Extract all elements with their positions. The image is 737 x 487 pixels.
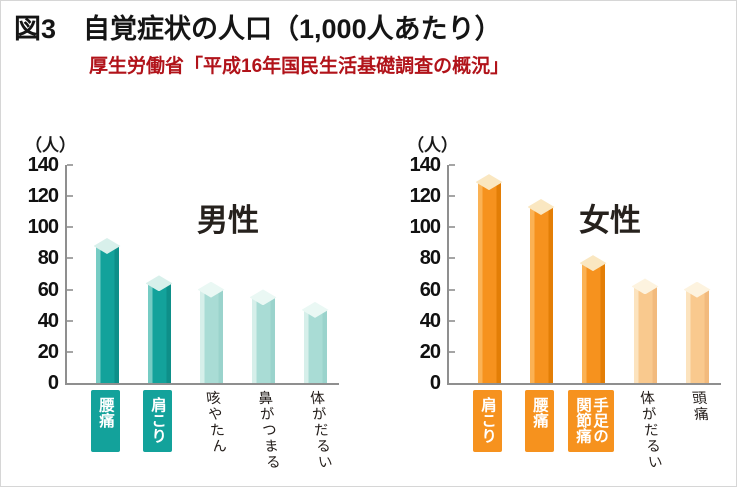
bar-咳やたん bbox=[197, 281, 225, 383]
x-category-label-体がだるい: 体がだるい bbox=[306, 390, 333, 470]
x-category-label-咳やたん: 咳やたん bbox=[202, 390, 227, 454]
bar-腰痛 bbox=[93, 237, 121, 383]
y-tick-mark bbox=[449, 226, 455, 229]
bar-top-cap bbox=[301, 301, 329, 318]
y-tick-label: 100 bbox=[409, 216, 441, 239]
y-tick-label: 0 bbox=[47, 372, 59, 394]
chart-title-female: 女性 bbox=[579, 203, 641, 238]
x-category-label-腰痛: 腰痛 bbox=[525, 390, 554, 452]
y-tick-mark bbox=[449, 164, 455, 166]
y-tick-label: 100 bbox=[27, 216, 59, 239]
y-tick-label: 140 bbox=[409, 154, 441, 176]
y-tick-label: 80 bbox=[37, 247, 59, 270]
bar-top-cap bbox=[197, 281, 225, 298]
y-tick-label: 0 bbox=[429, 372, 441, 394]
y-tick-label: 40 bbox=[37, 309, 59, 332]
x-category-label-手足の関節痛: 手足の関節痛 bbox=[568, 390, 614, 452]
y-tick-mark bbox=[67, 350, 73, 353]
plot-area bbox=[65, 164, 339, 385]
x-category-label-腰痛: 腰痛 bbox=[91, 390, 120, 452]
bar-体がだるい bbox=[631, 278, 659, 383]
y-tick-label: 140 bbox=[27, 154, 59, 176]
y-tick-mark bbox=[67, 288, 73, 291]
bar-手足の関節痛 bbox=[579, 255, 607, 383]
bar-top-cap bbox=[683, 281, 711, 298]
y-tick-label: 80 bbox=[419, 247, 441, 270]
y-tick-mark bbox=[67, 257, 73, 260]
y-tick-label: 20 bbox=[419, 340, 441, 363]
y-tick-mark bbox=[67, 164, 73, 166]
bar-top-cap bbox=[93, 237, 121, 254]
bar-腰痛 bbox=[527, 199, 555, 383]
y-tick-mark bbox=[449, 195, 455, 198]
bar-鼻がつまる bbox=[249, 289, 277, 383]
bar-肩こり bbox=[145, 275, 173, 383]
y-tick-mark bbox=[449, 257, 455, 260]
plot-area bbox=[447, 164, 721, 385]
y-tick-label: 60 bbox=[419, 278, 441, 301]
x-category-label-肩こり: 肩こり bbox=[473, 390, 502, 452]
y-tick-label: 120 bbox=[409, 185, 441, 208]
bar-肩こり bbox=[475, 174, 503, 383]
bar-top-cap bbox=[527, 199, 555, 216]
female-symptoms-bar-chart: （人） 女性 140 120 100 80 60 40 20 0 肩こり 腰痛 手足の関節痛 体がだるい頭… bbox=[405, 129, 736, 481]
figure-title: 図3 自覚症状の人口（1,000人あたり） bbox=[14, 14, 502, 44]
bar-top-cap bbox=[579, 255, 607, 272]
bar-頭痛 bbox=[683, 281, 711, 383]
y-tick-mark bbox=[449, 288, 455, 291]
y-tick-label: 20 bbox=[37, 340, 59, 363]
bar-体がだるい bbox=[301, 301, 329, 383]
y-tick-mark bbox=[67, 226, 73, 229]
bar-top-cap bbox=[145, 275, 173, 292]
y-tick-label: 60 bbox=[37, 278, 59, 301]
chart-title-male: 男性 bbox=[197, 203, 259, 238]
y-axis-unit-label: （人） bbox=[407, 136, 458, 155]
y-tick-mark bbox=[67, 195, 73, 198]
y-tick-label: 120 bbox=[27, 185, 59, 208]
x-category-label-頭痛: 頭痛 bbox=[688, 390, 709, 422]
y-tick-label: 40 bbox=[419, 309, 441, 332]
male-symptoms-bar-chart: （人） 男性 140 120 100 80 60 40 20 0 腰痛 肩こり 咳やたん 鼻がつまる 体がだ… bbox=[23, 129, 357, 481]
x-category-label-鼻がつまる: 鼻がつまる bbox=[254, 390, 281, 470]
y-tick-mark bbox=[449, 350, 455, 353]
bar-top-cap bbox=[475, 174, 503, 191]
figure-source-citation: 厚生労働省「平成16年国民生活基礎調査の概況」 bbox=[89, 56, 510, 77]
y-axis-unit-label: （人） bbox=[25, 136, 76, 155]
y-tick-mark bbox=[67, 319, 73, 322]
x-category-label-肩こり: 肩こり bbox=[143, 390, 172, 452]
y-tick-mark bbox=[449, 319, 455, 322]
bar-top-cap bbox=[249, 289, 277, 306]
bar-top-cap bbox=[631, 278, 659, 295]
x-category-label-体がだるい: 体がだるい bbox=[636, 390, 663, 470]
